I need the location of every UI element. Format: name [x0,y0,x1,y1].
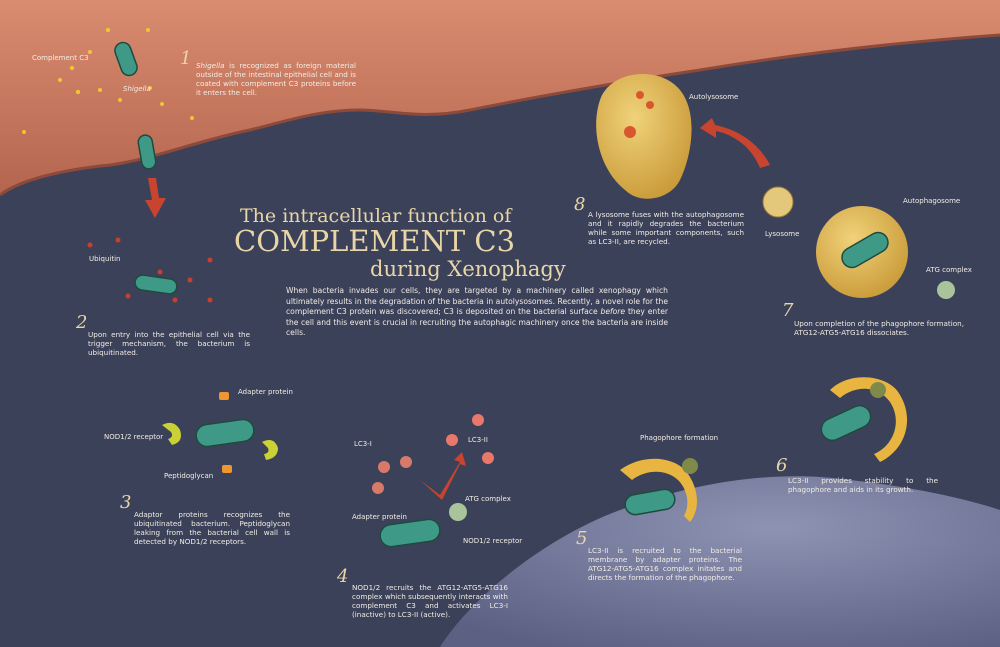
title-line-2: COMPLEMENT C3 [234,224,516,258]
step-8-text: A lysosome fuses with the autophagosome … [588,210,744,246]
label-peptidoglycan: Peptidoglycan [164,472,214,480]
nucleus [440,476,1000,647]
label-lc3-i: LC3-I [354,440,372,448]
intro-emphasis: before [600,307,626,316]
step-5-text: LC3-II is recruited to the bacterial mem… [588,546,742,582]
nod-receptor-left [162,422,181,445]
step-1-text: Shigella is recognized as foreign materi… [196,61,356,97]
intro-text-2: they enter the cell and this event is cr… [286,307,668,337]
label-phagophore-formation: Phagophore formation [640,434,719,442]
step-3-text: Adaptor proteins recognizes the ubiquiti… [134,510,290,546]
step-8-number: 8 [574,194,586,215]
step-4-number: 4 [337,566,349,587]
intro-paragraph: When bacteria invades our cells, they ar… [286,286,668,339]
intro-text-1: When bacteria invades our cells, they ar… [286,286,668,316]
lysosome [762,186,794,218]
cell-membrane [0,0,1000,195]
label-lysosome: Lysosome [765,230,800,238]
label-ubiquitin: Ubiquitin [89,255,121,263]
title-line-1: The intracellular function of [240,205,512,227]
label-autolysosome: Autolysosome [689,93,739,101]
label-nod-receptor-3: NOD1/2 receptor [104,433,164,441]
step-5-number: 5 [576,528,588,549]
step-2-text: Upon entry into the epithelial cell via … [88,330,250,357]
label-atg-complex-7: ATG complex [926,266,972,274]
title-line-3: during Xenophagy [370,257,566,281]
label-adapter-protein-3: Adapter protein [238,388,293,396]
step-1-body: is recognized as foreign material outsid… [196,61,356,97]
phagophore-6 [830,377,908,462]
phagophore-5 [620,458,697,522]
atg-complex-4 [449,503,467,521]
step-1-italic: Shigella [196,61,225,70]
arrow-lc3 [420,452,466,500]
step-6-text: LC3-II provides stability to the phagoph… [788,476,938,494]
step-7-text: Upon completion of the phagophore format… [794,319,964,337]
label-adapter-protein-4: Adapter protein [352,513,407,521]
label-shigella: Shigella [123,85,151,93]
step-7-number: 7 [782,300,794,321]
step-2-number: 2 [76,312,88,333]
label-complement-c3: Complement C3 [32,54,89,62]
arrow-curved [700,118,770,168]
nod-receptor-right [262,440,278,460]
step-3-number: 3 [120,492,132,513]
step-4-text: NOD1/2 recruits the ATG12-ATG5-ATG16 com… [352,583,508,619]
shigella-bacterium [114,41,138,77]
autolysosome [596,73,692,199]
label-autophagosome: Autophagosome [903,197,961,205]
step-1-number: 1 [180,48,192,69]
atg-complex-7 [937,281,955,299]
label-lc3-ii: LC3-II [468,436,488,444]
arrow-down [145,178,166,218]
step-6-number: 6 [776,455,788,476]
label-atg-complex-4: ATG complex [465,495,511,503]
label-nod-receptor-4: NOD1/2 receptor [463,537,523,545]
